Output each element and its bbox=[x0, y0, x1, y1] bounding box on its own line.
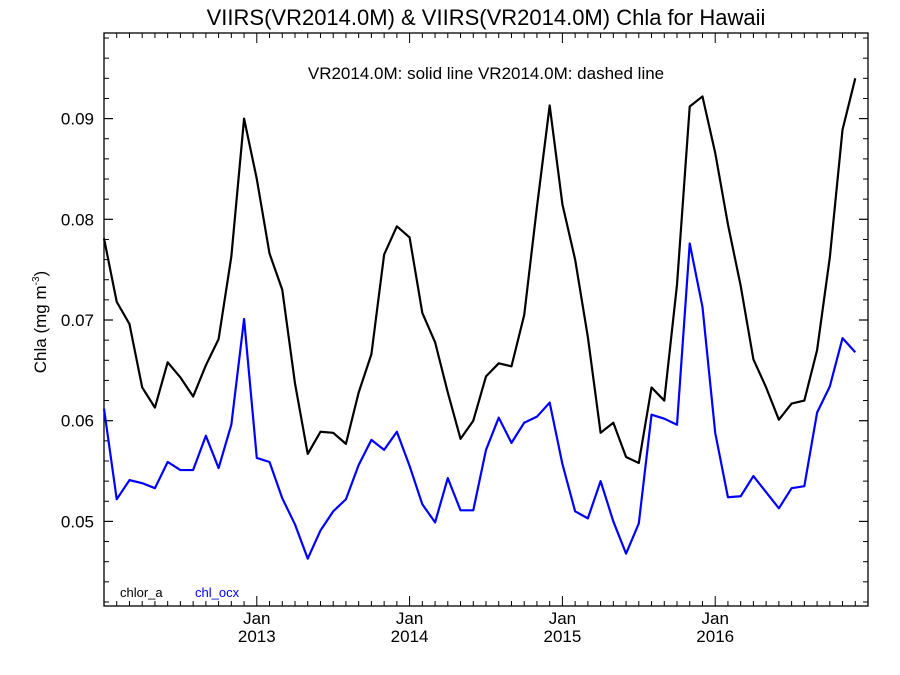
y-axis-label-text: Chla (mg m bbox=[31, 285, 50, 373]
y-tick-label: 0.05 bbox=[61, 512, 94, 531]
x-tick-label-year: 2015 bbox=[543, 627, 581, 646]
chart-subtitle: VR2014.0M: solid line VR2014.0M: dashed … bbox=[308, 64, 664, 83]
y-tick-label: 0.09 bbox=[61, 110, 94, 129]
x-tick-label-month: Jan bbox=[701, 609, 728, 628]
y-ticks: 0.05 0.06 0.07 0.08 0.09 bbox=[61, 37, 868, 603]
x-tick-label-year: 2014 bbox=[391, 627, 429, 646]
x-tick-label-year: 2013 bbox=[238, 627, 276, 646]
x-tick-label-month: Jan bbox=[243, 609, 270, 628]
y-tick-label: 0.06 bbox=[61, 412, 94, 431]
plot-frame bbox=[103, 32, 869, 607]
x-tick-label-month: Jan bbox=[396, 609, 423, 628]
legend-chlor-a: chlor_a bbox=[120, 585, 163, 600]
series-line-chl-ocx bbox=[102, 242, 857, 560]
series-line-chlor-a bbox=[102, 78, 857, 465]
y-axis-label-superscript: -3 bbox=[31, 276, 42, 285]
y-axis-label-close: ) bbox=[31, 271, 50, 277]
chart-title: VIIRS(VR2014.0M) & VIIRS(VR2014.0M) Chla… bbox=[207, 5, 766, 30]
x-tick-label-year: 2016 bbox=[696, 627, 734, 646]
y-tick-label: 0.07 bbox=[61, 311, 94, 330]
series-layer bbox=[102, 78, 857, 560]
y-tick-label: 0.08 bbox=[61, 210, 94, 229]
x-tick-label-month: Jan bbox=[549, 609, 576, 628]
legend-chl-ocx: chl_ocx bbox=[195, 585, 240, 600]
y-axis-label: Chla (mg m-3) bbox=[31, 271, 50, 373]
